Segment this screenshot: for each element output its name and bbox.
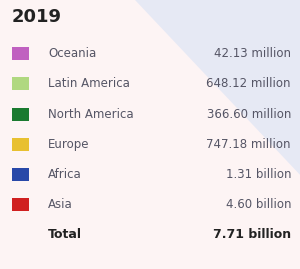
Text: North America: North America [48, 108, 134, 121]
Bar [12, 198, 28, 211]
Bar [12, 108, 28, 121]
Text: Total: Total [48, 228, 82, 241]
Text: Africa: Africa [48, 168, 82, 181]
Bar [12, 77, 28, 90]
Text: 42.13 million: 42.13 million [214, 47, 291, 60]
Text: Oceania: Oceania [48, 47, 96, 60]
Polygon shape [135, 0, 300, 175]
Text: 1.31 billion: 1.31 billion [226, 168, 291, 181]
Text: Latin America: Latin America [48, 77, 130, 90]
Text: 366.60 million: 366.60 million [207, 108, 291, 121]
Bar [12, 47, 28, 60]
Bar [12, 168, 28, 181]
Text: 7.71 billion: 7.71 billion [213, 228, 291, 241]
Text: 648.12 million: 648.12 million [206, 77, 291, 90]
Text: Europe: Europe [48, 138, 89, 151]
Text: 2019: 2019 [12, 8, 62, 26]
Text: 4.60 billion: 4.60 billion [226, 198, 291, 211]
Text: 747.18 million: 747.18 million [206, 138, 291, 151]
Bar [12, 138, 28, 151]
Text: Asia: Asia [48, 198, 73, 211]
